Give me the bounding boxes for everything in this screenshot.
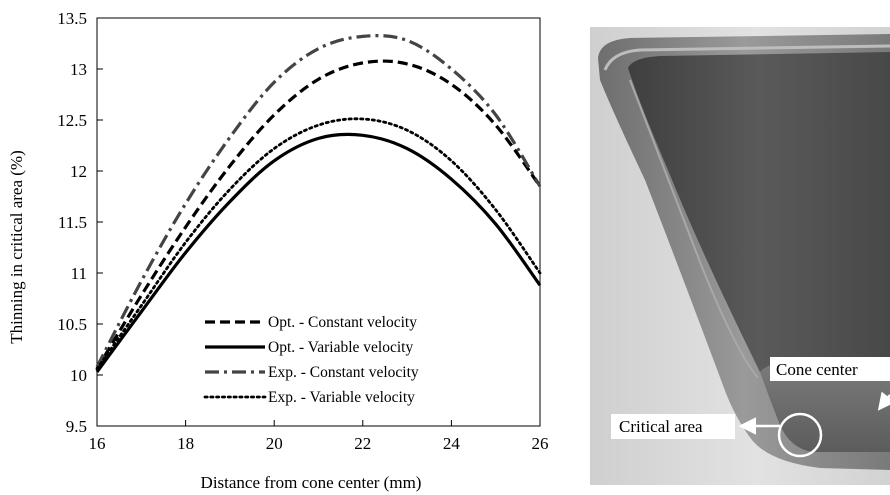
x-tick-label: 16 <box>89 434 106 453</box>
y-tick-label: 11.5 <box>58 213 87 232</box>
x-axis-label: Distance from cone center (mm) <box>201 473 422 492</box>
y-tick-label: 10 <box>70 366 87 385</box>
y-axis-label: Thinning in critical area (%) <box>7 150 26 344</box>
x-ticks: 16 18 20 22 24 26 <box>89 420 549 453</box>
legend-label-3: Exp. - Constant velocity <box>268 364 419 381</box>
cone-cup-photo: Cone center Critical area <box>590 27 890 485</box>
y-tick-label: 12 <box>70 162 87 181</box>
critical-area-marker <box>777 412 823 458</box>
series-line-4 <box>95 117 542 371</box>
x-tick-label: 26 <box>532 434 549 453</box>
legend-label-2: Opt. - Variable velocity <box>268 339 413 356</box>
cone-center-arrow <box>877 391 890 411</box>
legend-label-1: Opt. - Constant velocity <box>268 314 417 331</box>
critical-area-label-box <box>611 414 735 439</box>
cup-floor <box>760 360 890 452</box>
x-tick-label: 18 <box>177 434 194 453</box>
y-tick-label: 13.5 <box>57 9 87 28</box>
y-ticks: 9.5 10 10.5 11 11.5 12 12.5 13 13.5 <box>57 9 103 436</box>
x-tick-label: 24 <box>443 434 461 453</box>
y-tick-label: 10.5 <box>57 315 87 334</box>
series-line-3 <box>95 34 542 368</box>
y-tick-label: 12.5 <box>57 111 87 130</box>
series-line-1 <box>95 59 542 370</box>
series-lines <box>95 34 542 373</box>
cup-rim-highlight <box>603 44 890 71</box>
cup-wall-edge <box>629 79 759 379</box>
x-tick-label: 20 <box>266 434 283 453</box>
cone-center-label-box <box>770 357 890 381</box>
cone-center-label: Cone center <box>776 360 858 379</box>
series-line-2 <box>95 132 542 373</box>
y-tick-label: 9.5 <box>66 417 87 436</box>
x-tick-label: 22 <box>354 434 371 453</box>
y-tick-label: 11 <box>71 264 87 283</box>
thinning-line-chart: Thinning in critical area (%) Distance f… <box>7 9 549 492</box>
legend-label-4: Exp. - Variable velocity <box>268 389 415 406</box>
critical-area-label: Critical area <box>619 417 703 436</box>
y-tick-label: 13 <box>70 60 87 79</box>
legend: Opt. - Constant velocity Opt. - Variable … <box>203 314 419 406</box>
cup-inner-cavity <box>628 52 890 372</box>
